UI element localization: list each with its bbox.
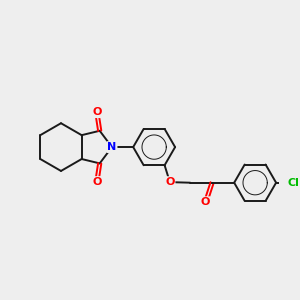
Text: O: O (165, 177, 175, 187)
Text: N: N (107, 142, 117, 152)
Text: O: O (93, 107, 102, 117)
Text: Cl: Cl (288, 178, 299, 188)
Text: O: O (93, 177, 102, 187)
Text: O: O (201, 197, 210, 207)
